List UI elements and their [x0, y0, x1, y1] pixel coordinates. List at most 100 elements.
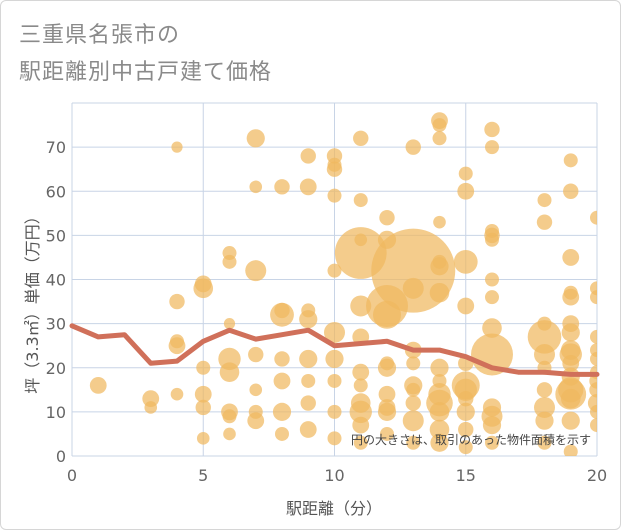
data-point	[537, 316, 552, 331]
data-point	[432, 254, 447, 269]
size-note: 円の大きさは、取引のあった物件面積を示す	[351, 432, 591, 447]
chart-title-line1: 三重県名張市の	[19, 23, 181, 48]
data-point	[327, 431, 342, 446]
y-tick-label: 30	[46, 315, 66, 334]
data-point	[457, 297, 475, 315]
data-point	[590, 404, 597, 419]
data-point	[353, 193, 368, 208]
data-point	[380, 426, 394, 441]
data-point	[353, 435, 368, 450]
data-point	[405, 395, 421, 411]
data-point	[299, 178, 317, 196]
data-point	[380, 356, 394, 371]
y-tick-label: 20	[46, 359, 66, 378]
data-point	[563, 153, 578, 168]
data-point	[324, 321, 345, 343]
data-point	[560, 340, 581, 360]
data-point	[405, 139, 421, 155]
data-point	[485, 272, 499, 287]
data-point	[482, 398, 502, 417]
data-point	[453, 249, 478, 274]
data-point	[590, 351, 597, 366]
data-point	[456, 402, 475, 421]
data-point	[458, 166, 473, 181]
data-point	[377, 230, 397, 249]
data-point	[430, 433, 449, 452]
y-tick-label: 10	[46, 403, 66, 422]
data-point	[353, 130, 369, 146]
data-point	[350, 295, 372, 317]
data-point	[535, 411, 554, 430]
data-point	[428, 383, 451, 406]
data-point	[219, 362, 240, 382]
data-point	[458, 390, 474, 407]
x-axis-label: 駅距離（分）	[286, 499, 382, 518]
data-point	[563, 285, 578, 300]
data-point	[274, 351, 290, 367]
data-point	[223, 427, 236, 441]
data-point	[222, 254, 237, 269]
data-point	[274, 302, 290, 319]
data-point	[402, 277, 424, 299]
data-point	[272, 402, 292, 421]
data-point	[485, 140, 499, 155]
data-point	[300, 148, 316, 164]
data-point	[562, 249, 580, 266]
data-point	[300, 395, 316, 411]
y-tick-label: 60	[46, 182, 66, 201]
data-point	[299, 349, 318, 369]
data-point	[273, 372, 291, 390]
data-point	[590, 210, 597, 225]
y-tick-label: 70	[46, 138, 66, 157]
data-point	[373, 300, 401, 329]
data-point	[430, 358, 449, 377]
data-point	[561, 411, 580, 430]
data-point	[482, 416, 502, 435]
data-point	[560, 388, 581, 409]
data-point	[432, 373, 447, 388]
data-point	[379, 210, 395, 226]
data-point	[196, 432, 210, 445]
x-tick-label: 10	[324, 466, 344, 485]
data-point	[249, 180, 263, 194]
data-point	[457, 182, 475, 200]
data-point	[590, 290, 597, 305]
data-point	[406, 435, 421, 450]
data-point	[275, 426, 289, 441]
data-point	[245, 260, 267, 282]
data-point	[563, 183, 579, 199]
data-point	[195, 399, 211, 416]
bubble-layer	[89, 112, 597, 456]
data-point	[537, 193, 552, 208]
data-point	[590, 418, 597, 433]
y-tick-label: 0	[56, 447, 66, 466]
data-point	[327, 404, 342, 419]
data-point	[248, 404, 263, 419]
data-point	[534, 344, 555, 366]
y-axis-label: 坪（3.3㎡）単価（万円）	[23, 208, 42, 393]
data-point	[89, 377, 107, 394]
data-point	[432, 118, 447, 133]
x-tick-label: 15	[456, 466, 476, 485]
data-point	[274, 179, 290, 195]
data-point	[458, 440, 473, 455]
y-tick-label: 40	[46, 271, 66, 290]
data-point	[170, 334, 184, 349]
data-point	[350, 393, 371, 413]
data-point	[327, 157, 342, 172]
data-point	[144, 401, 158, 414]
data-point	[171, 141, 183, 153]
data-point	[170, 387, 184, 401]
data-point	[458, 421, 474, 438]
data-point	[589, 382, 597, 398]
data-point	[301, 373, 316, 388]
data-point	[433, 215, 446, 229]
data-point	[482, 318, 502, 338]
data-point	[249, 383, 263, 397]
data-point	[429, 402, 450, 422]
data-point	[353, 378, 368, 393]
data-point	[406, 356, 421, 371]
data-point	[429, 419, 450, 440]
data-point	[169, 293, 185, 310]
